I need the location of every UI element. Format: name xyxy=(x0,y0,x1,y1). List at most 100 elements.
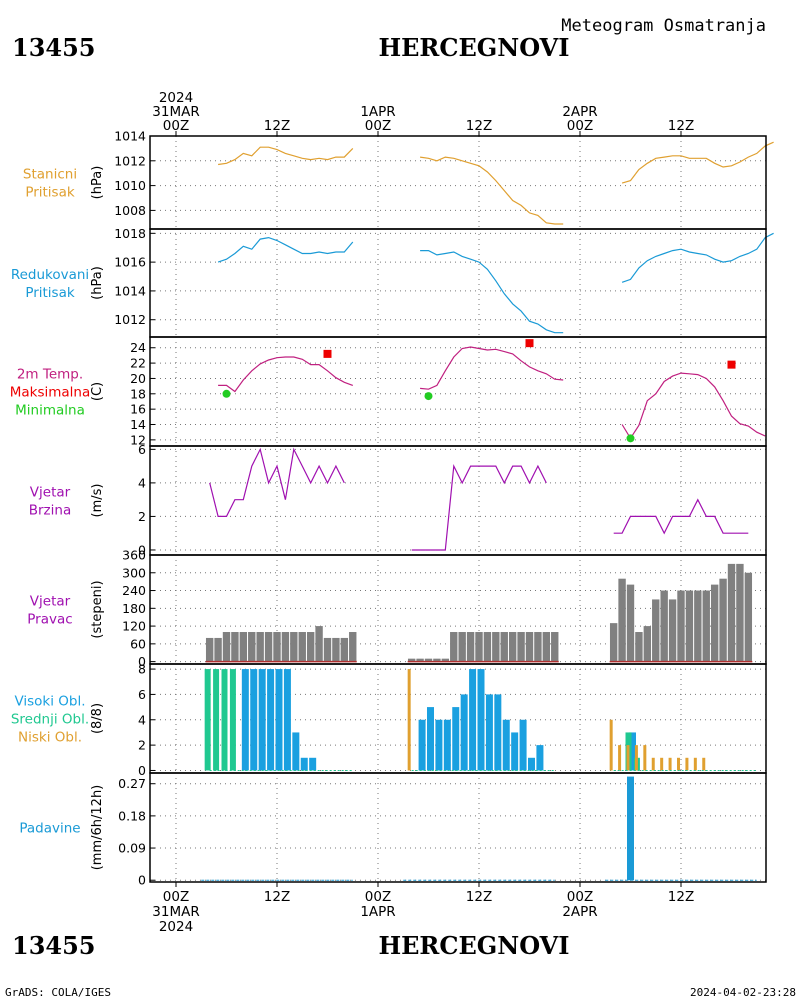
y-tick-label: 1008 xyxy=(114,203,146,218)
station-name-bottom: HERCEGNOVI xyxy=(378,931,569,960)
y-tick-label: 0.27 xyxy=(118,776,146,791)
unit-label: (C) xyxy=(90,382,105,401)
bottom-time-label: 12Z xyxy=(264,889,290,905)
wind-dir-bar xyxy=(231,632,239,662)
cloud-bar xyxy=(435,719,443,771)
cloud-bar xyxy=(528,757,535,771)
y-tick-label: 22 xyxy=(130,356,146,371)
y-tick-label: 12 xyxy=(130,432,146,447)
top-time-label: 2APR xyxy=(562,104,597,120)
wind-dir-bar xyxy=(525,632,534,662)
wind-dir-bar xyxy=(466,632,475,662)
y-tick-label: 2 xyxy=(138,738,146,753)
cloud-bar xyxy=(229,669,236,771)
panel-label: Pritisak xyxy=(25,285,75,301)
wind-dir-bar xyxy=(635,632,643,662)
cloud-bar xyxy=(629,732,636,771)
cloud-bar xyxy=(494,694,502,771)
top-time-label: 00Z xyxy=(163,118,189,134)
bottom-time-label: 00Z xyxy=(567,889,593,905)
panel-frame xyxy=(149,772,767,883)
wind-dir-bar xyxy=(685,590,694,662)
panel-label: Redukovani xyxy=(11,267,89,283)
cloud-bar xyxy=(443,719,451,771)
unit-label: (8/8) xyxy=(90,703,105,734)
cloud-bar xyxy=(418,719,426,771)
y-tick-label: 14 xyxy=(130,417,146,432)
wind-dir-bar xyxy=(660,590,668,662)
cloud-bar xyxy=(536,745,544,771)
panel-reduced_pressure: 1012 1014 1016 1018 (hPa)Redukovani Pritisak xyxy=(11,226,774,338)
top-time-label: 12Z xyxy=(466,118,492,134)
cloud-bar xyxy=(660,757,664,771)
series-line xyxy=(420,250,564,334)
y-tick-label: 300 xyxy=(122,565,146,580)
cloud-bar xyxy=(702,757,706,771)
y-tick-label: 1014 xyxy=(114,283,146,298)
bottom-time-label: 00Z xyxy=(163,889,189,905)
wind-dir-bar xyxy=(306,632,315,662)
series-line xyxy=(218,146,354,166)
y-tick-label: 0 xyxy=(138,763,146,778)
wind-dir-bar xyxy=(424,658,433,662)
bottom-time-label: 1APR xyxy=(360,904,395,920)
wind-dir-bar xyxy=(517,632,525,662)
wind-dir-bar xyxy=(340,637,349,662)
wind-dir-bar xyxy=(500,632,508,662)
y-tick-label: 24 xyxy=(130,340,146,355)
cloud-bar xyxy=(309,757,317,771)
wind-dir-bar xyxy=(323,637,332,662)
series-line xyxy=(613,498,749,535)
wind-dir-bar xyxy=(239,632,248,662)
wind-dir-bar xyxy=(273,632,281,662)
panel-label: Pravac xyxy=(27,612,72,628)
wind-dir-bar xyxy=(416,658,424,662)
y-tick-label: 6 xyxy=(138,687,146,702)
series-line xyxy=(217,236,354,263)
y-tick-label: 2 xyxy=(138,509,146,524)
max-temp-marker xyxy=(727,360,736,369)
cloud-bar xyxy=(427,707,434,771)
bottom-time-label: 12Z xyxy=(466,889,492,905)
wind-dir-bar xyxy=(248,632,256,662)
cloud-bar xyxy=(693,757,697,771)
bottom-time-label: 2APR xyxy=(562,904,597,920)
panel-wind_speed: 0 2 4 6 (m/s) Vjetar Brzina xyxy=(29,442,767,557)
cloud-bar xyxy=(668,757,672,771)
footer-timestamp: 2024-04-02-23:28 xyxy=(690,986,796,999)
cloud-bar xyxy=(643,745,647,771)
cloud-bar xyxy=(519,719,527,771)
wind-dir-bar xyxy=(736,563,744,662)
wind-dir-bar xyxy=(618,578,626,662)
cloud-bar xyxy=(407,669,411,771)
cloud-bar xyxy=(275,669,283,771)
y-tick-label: 20 xyxy=(130,371,146,386)
cloud-bar xyxy=(460,694,468,771)
series-line xyxy=(209,447,345,518)
station-id-top: 13455 xyxy=(12,33,96,62)
min-temp-marker xyxy=(424,392,433,401)
panels: 1008101010121014(hPa)StanicniPritisak101… xyxy=(10,129,774,888)
panel-frame xyxy=(149,228,767,338)
top-time-label: 31MAR xyxy=(152,104,199,120)
cloud-bar xyxy=(267,669,275,771)
y-tick-label: 1012 xyxy=(114,312,146,327)
series-line xyxy=(621,141,774,184)
y-tick-label: 60 xyxy=(130,636,146,651)
footer-credit: GrADS: COLA/IGES xyxy=(5,986,111,999)
wind-dir-bar xyxy=(492,632,500,662)
wind-dir-bar xyxy=(205,637,214,662)
panel-label: Visoki Obl. xyxy=(14,694,85,710)
wind-dir-bar xyxy=(315,626,323,662)
cloud-bar xyxy=(485,694,493,771)
wind-dir-bar xyxy=(214,637,222,662)
wind-dir-bar xyxy=(281,632,290,662)
wind-dir-bar xyxy=(551,632,559,662)
y-tick-label: 0 xyxy=(138,873,146,888)
cloud-bar xyxy=(258,669,266,771)
y-tick-label: 1018 xyxy=(114,226,146,241)
bottom-time-label: 31MAR xyxy=(152,904,199,920)
wind-dir-bar xyxy=(483,632,492,662)
